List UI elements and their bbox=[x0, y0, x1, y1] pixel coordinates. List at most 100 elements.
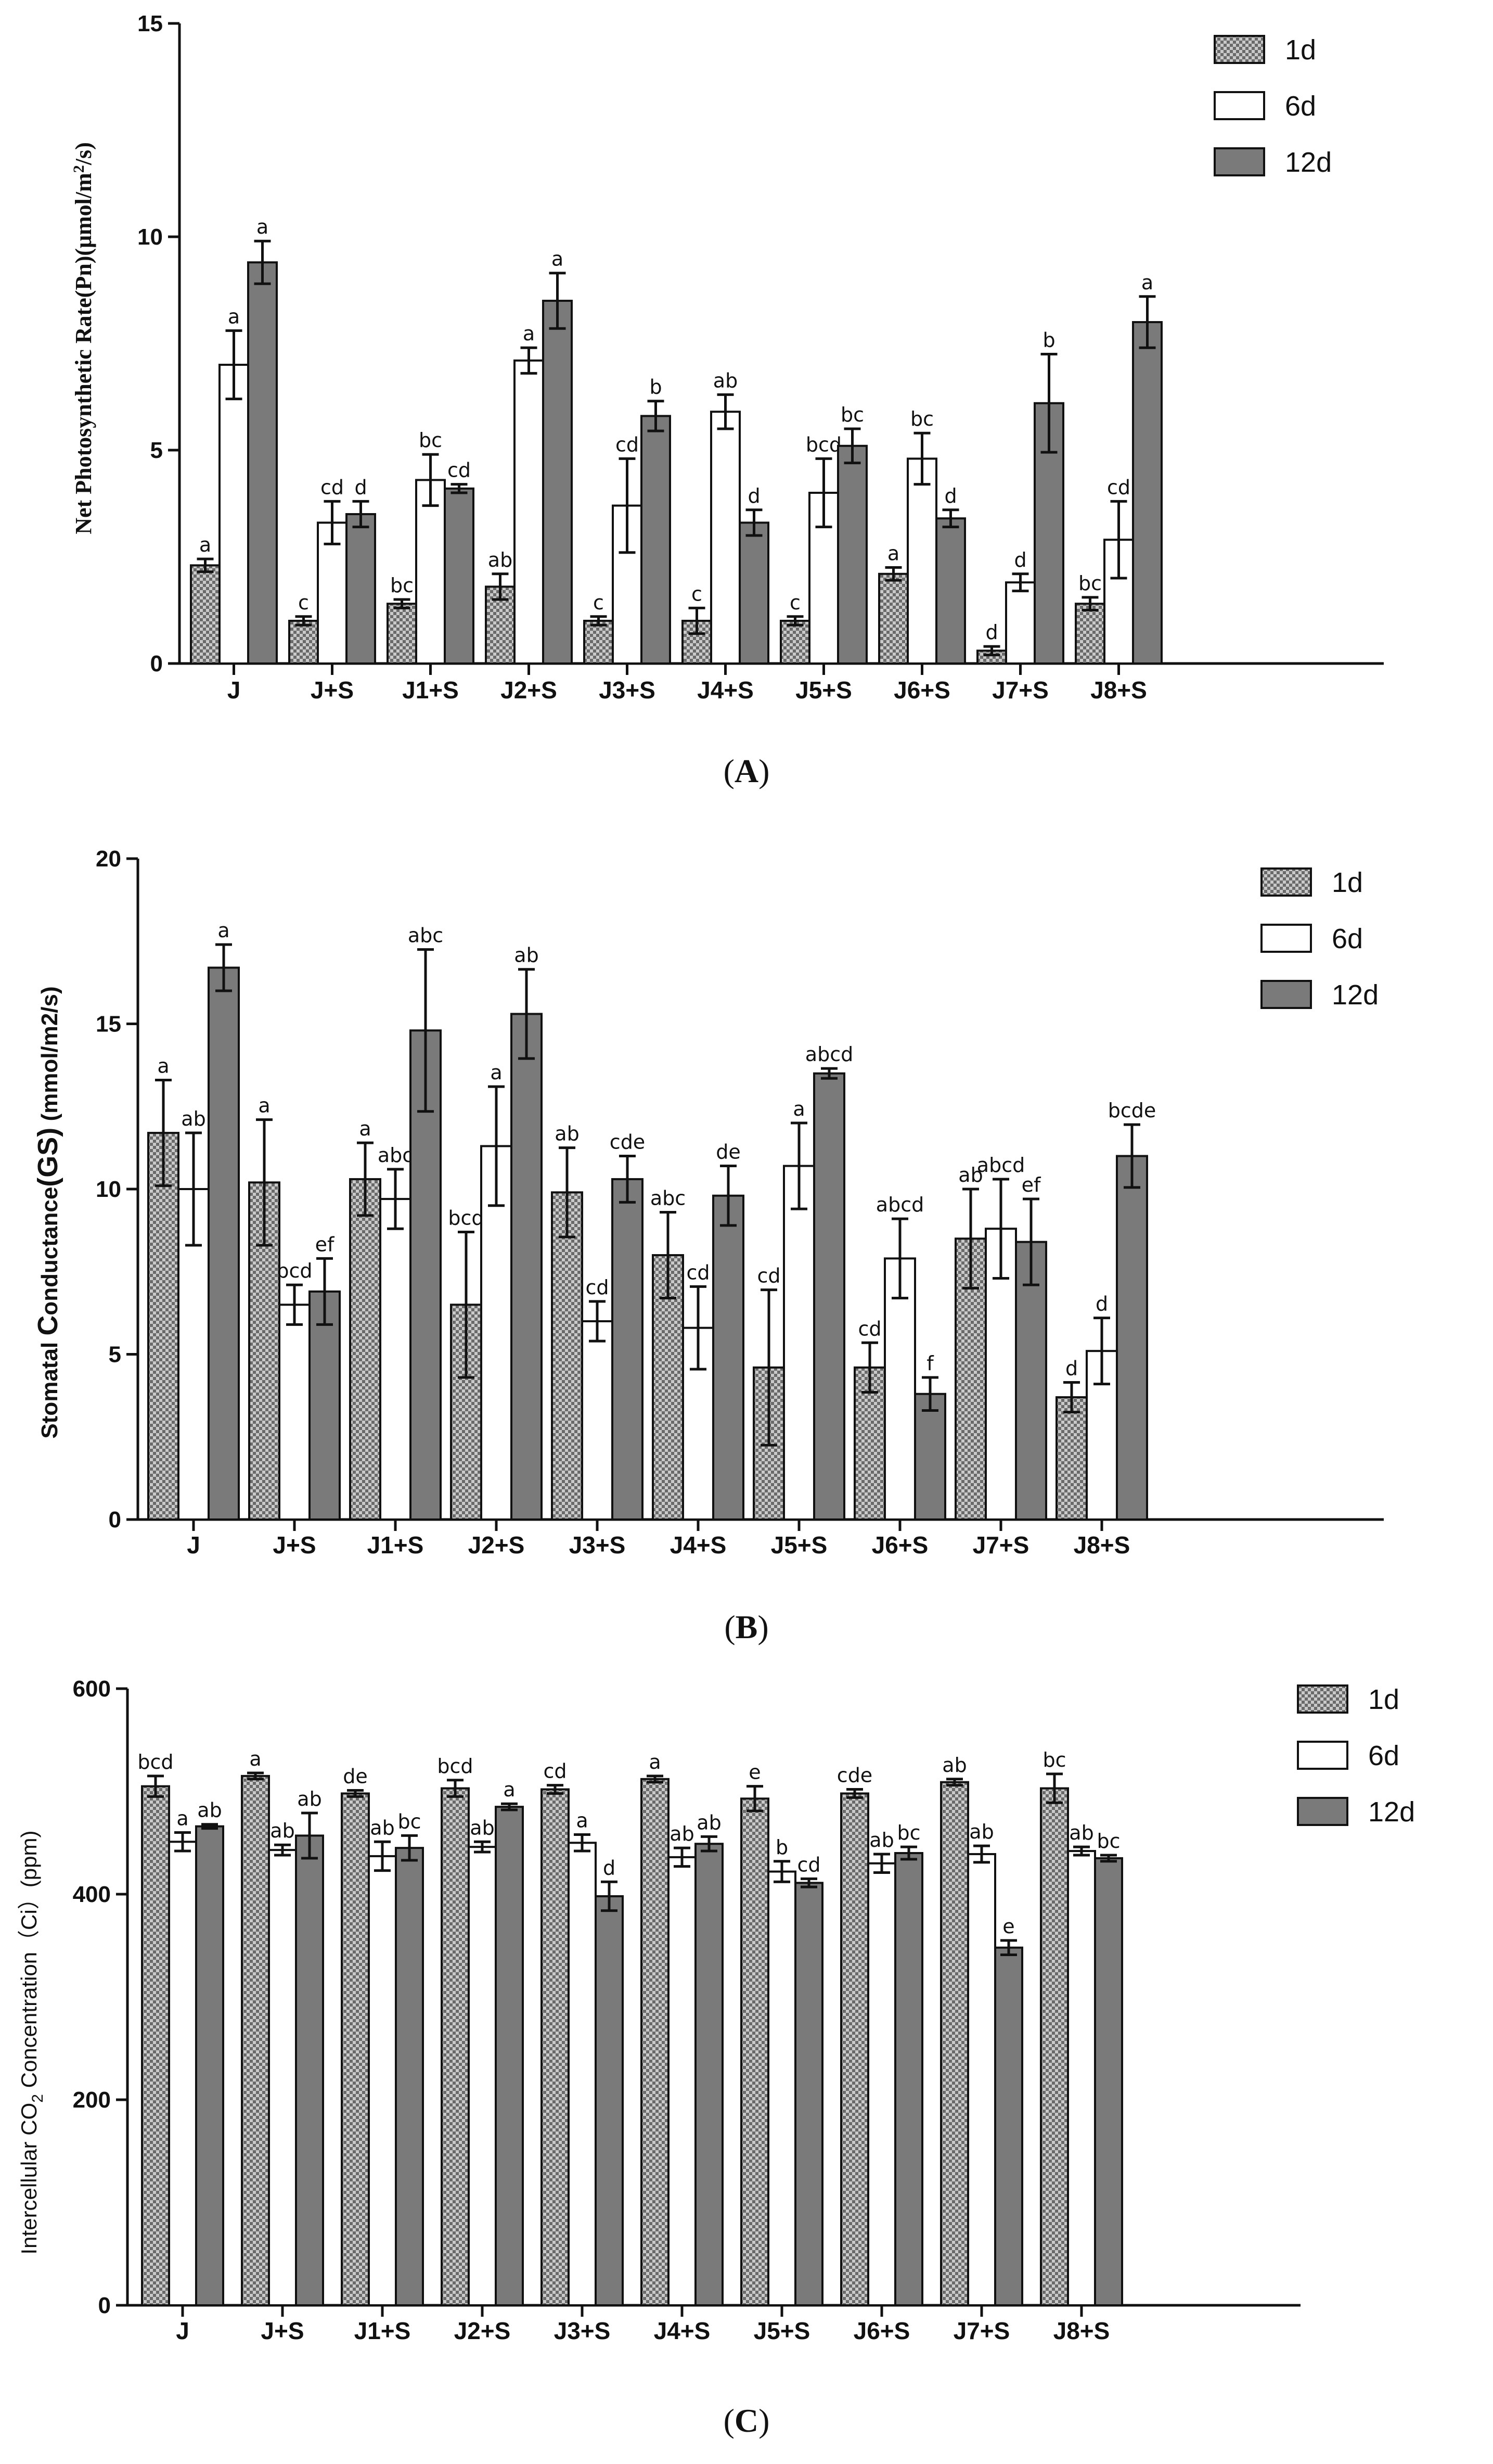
y-tick-label: 5 bbox=[109, 1342, 121, 1368]
x-tick-label: J5+S bbox=[754, 2317, 810, 2344]
significance-label: ab bbox=[297, 1788, 321, 1810]
legend-label-1d: 1d bbox=[1368, 1684, 1399, 1715]
bar-1d-J3+S bbox=[540, 1788, 570, 2307]
bar-6d-J5+S bbox=[783, 1165, 815, 1521]
significance-label: ab bbox=[197, 1799, 222, 1822]
significance-label: a bbox=[649, 1751, 661, 1773]
bar-6d-J1+S bbox=[379, 1198, 411, 1521]
significance-label: ab bbox=[514, 944, 538, 967]
bar-12d-J bbox=[195, 1825, 224, 2306]
x-tick-label: J6+S bbox=[894, 676, 950, 704]
legend-label-12d: 12d bbox=[1285, 147, 1332, 178]
bar-1d-J7+S bbox=[940, 1781, 969, 2307]
bar-12d-J1+S bbox=[395, 1847, 424, 2306]
significance-label: ab bbox=[697, 1811, 721, 1834]
bar-6d-J7+S bbox=[967, 1853, 996, 2307]
bar-12d-J+S bbox=[295, 1834, 324, 2306]
bar-1d-J2+S bbox=[441, 1787, 470, 2306]
y-axis-label: Intercellular CO2 Concentration（Ci）(ppm) bbox=[17, 1831, 46, 2255]
significance-label: abcd bbox=[805, 1043, 853, 1066]
significance-label: ab bbox=[670, 1822, 694, 1845]
x-tick-label: J5+S bbox=[771, 1531, 828, 1559]
bar-12d-J6+S bbox=[935, 517, 966, 665]
bar-12d-J2+S bbox=[510, 1013, 543, 1521]
significance-label: b bbox=[649, 376, 662, 399]
bar-1d-J1+S bbox=[341, 1792, 370, 2306]
legend-swatch-12d bbox=[1214, 147, 1265, 176]
significance-label: b bbox=[776, 1836, 788, 1859]
y-tick-label: 0 bbox=[109, 1507, 121, 1533]
significance-label: c bbox=[790, 591, 801, 614]
y-tick-label: 15 bbox=[137, 11, 163, 36]
bar-6d-J4+S bbox=[710, 411, 741, 665]
y-axis-label: Net Photosynthetic Rate(Pn)(μmol/m2/s) bbox=[70, 142, 96, 534]
y-tick-label: 15 bbox=[96, 1012, 121, 1037]
significance-label: a bbox=[523, 322, 535, 345]
significance-label: cd bbox=[858, 1317, 881, 1340]
significance-label: a bbox=[887, 542, 899, 565]
y-tick-label: 400 bbox=[73, 1882, 111, 1907]
significance-label: bc bbox=[910, 407, 934, 430]
significance-label: a bbox=[217, 919, 229, 942]
significance-label: cd bbox=[797, 1853, 820, 1876]
significance-label: a bbox=[503, 1778, 515, 1801]
bar-1d-J1+S bbox=[387, 603, 417, 665]
legend-label-6d: 6d bbox=[1332, 923, 1363, 954]
significance-label: bc bbox=[1042, 1748, 1066, 1771]
significance-label: bcde bbox=[1108, 1099, 1156, 1122]
significance-label: d bbox=[1065, 1357, 1078, 1380]
bar-1d-J5+S bbox=[780, 620, 810, 665]
bar-1d-J3+S bbox=[551, 1191, 583, 1521]
significance-label: cd bbox=[543, 1760, 567, 1783]
bar-12d-J3+S bbox=[611, 1178, 643, 1521]
bar-1d-J4+S bbox=[640, 1778, 670, 2307]
significance-label: de bbox=[716, 1141, 741, 1164]
bar-12d-J5+S bbox=[837, 444, 868, 665]
bar-12d-J2+S bbox=[495, 1806, 524, 2306]
x-tick-label: J7+S bbox=[973, 1531, 1029, 1559]
bar-1d-J8+S bbox=[1075, 603, 1105, 665]
bar-1d-J8+S bbox=[1056, 1396, 1088, 1521]
significance-label: bc bbox=[390, 574, 414, 597]
significance-label: ef bbox=[315, 1233, 335, 1256]
bar-1d-J5+S bbox=[740, 1797, 769, 2306]
x-tick-label: J+S bbox=[311, 676, 354, 704]
significance-label: cd bbox=[585, 1276, 609, 1299]
significance-label: abcd bbox=[876, 1193, 924, 1216]
significance-label: ab bbox=[969, 1820, 994, 1843]
significance-label: cd bbox=[757, 1265, 780, 1287]
x-tick-label: J3+S bbox=[554, 2317, 611, 2344]
bar-12d-J8+S bbox=[1094, 1857, 1123, 2306]
bar-6d-J+S bbox=[268, 1849, 297, 2306]
x-tick-label: J1+S bbox=[354, 2317, 411, 2344]
bar-12d-J bbox=[208, 966, 240, 1521]
x-tick-label: J7+S bbox=[992, 676, 1049, 704]
bar-1d-J3+S bbox=[583, 620, 614, 665]
bar-6d-J1+S bbox=[368, 1855, 397, 2306]
panel-label-c: (C) bbox=[723, 2402, 770, 2439]
significance-label: ab bbox=[181, 1107, 205, 1130]
significance-label: c bbox=[691, 582, 702, 605]
significance-label: a bbox=[490, 1061, 502, 1084]
bar-1d-J6+S bbox=[840, 1792, 869, 2306]
bar-6d-J bbox=[168, 1841, 197, 2306]
legend-swatch-6d bbox=[1214, 91, 1265, 120]
bar-1d-J+S bbox=[241, 1774, 270, 2306]
significance-label: ab bbox=[1069, 1821, 1093, 1844]
significance-label: d bbox=[603, 1856, 615, 1879]
x-tick-label: J1+S bbox=[367, 1531, 424, 1559]
x-tick-label: J+S bbox=[261, 2317, 304, 2344]
significance-label: ab bbox=[488, 548, 512, 571]
legend-swatch-12d bbox=[1297, 1797, 1348, 1826]
x-tick-label: J1+S bbox=[402, 676, 459, 704]
significance-label: ab bbox=[370, 1816, 394, 1839]
bar-12d-J5+S bbox=[794, 1882, 823, 2306]
x-tick-label: J6+S bbox=[854, 2317, 910, 2344]
y-tick-label: 0 bbox=[150, 651, 163, 676]
significance-label: cd bbox=[1107, 476, 1130, 499]
significance-label: f bbox=[926, 1352, 934, 1375]
significance-label: ab bbox=[270, 1819, 294, 1842]
significance-label: d bbox=[748, 484, 760, 507]
x-tick-label: J bbox=[227, 676, 241, 704]
significance-label: a bbox=[157, 1054, 169, 1077]
